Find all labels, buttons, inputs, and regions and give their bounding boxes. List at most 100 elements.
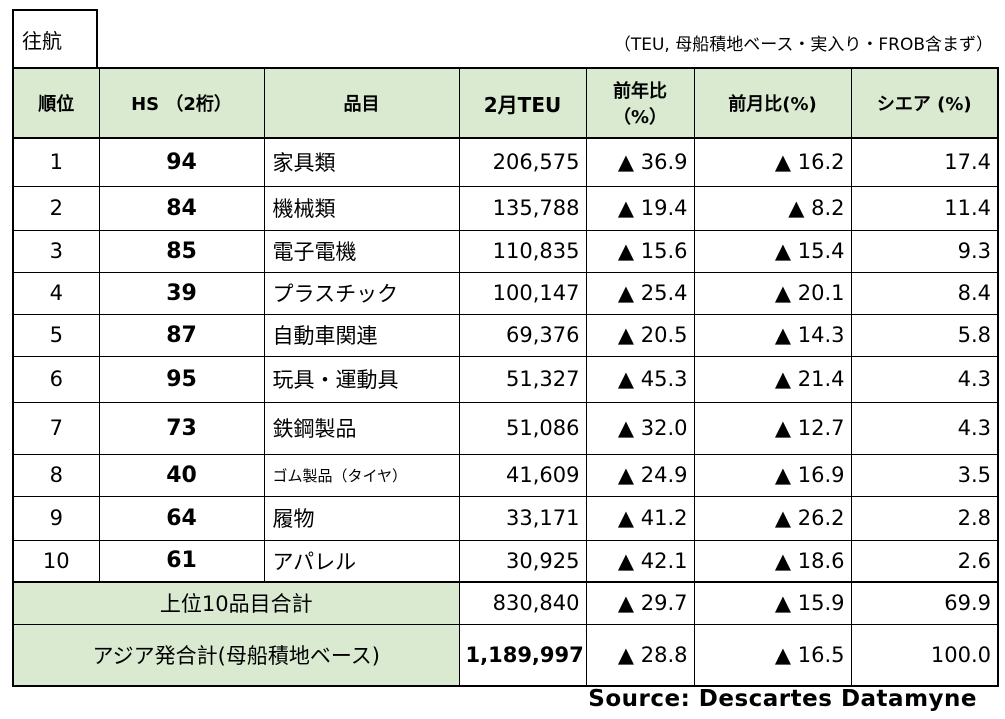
header-yoy-line1: 前年比	[613, 81, 667, 102]
table-row: 6 95 玩具・運動具 51,327 ▲ 45.3 ▲ 21.4 4.3	[12, 355, 999, 403]
item-cell: 履物	[263, 495, 460, 541]
mom-cell: ▲ 16.9	[693, 453, 852, 497]
mom-cell: ▲ 8.2	[693, 185, 852, 231]
header-yoy: 前年比 （%）	[585, 67, 695, 139]
header-share: シエア (%)	[850, 67, 999, 139]
mom-cell: ▲ 26.2	[693, 495, 852, 541]
mom-cell: ▲ 18.6	[693, 539, 852, 583]
yoy-cell: ▲ 42.1	[585, 539, 695, 583]
item-cell: 電子電機	[263, 229, 460, 273]
teu-cell: 69,376	[458, 313, 587, 357]
hs-cell: 73	[98, 401, 265, 455]
share-cell: 5.8	[850, 313, 999, 357]
rank-cell: 8	[12, 453, 100, 497]
header-row: 順位 HS （2桁） 品目 2月TEU 前年比 （%） 前月比(%) シエア (…	[12, 67, 999, 139]
asia-total-share: 100.0	[850, 623, 999, 687]
asia-total-teu: 1,189,997	[458, 623, 587, 687]
rank-cell: 2	[12, 185, 100, 231]
rank-cell: 6	[12, 355, 100, 403]
item-cell: アパレル	[263, 539, 460, 583]
rank-cell: 5	[12, 313, 100, 357]
top10-total-row: 上位10品目合計 830,840 ▲ 29.7 ▲ 15.9 69.9	[12, 581, 999, 625]
header-yoy-line2: （%）	[612, 107, 668, 128]
header-teu: 2月TEU	[458, 67, 587, 139]
table-row: 1 94 家具類 206,575 ▲ 36.9 ▲ 16.2 17.4	[12, 137, 999, 187]
table-row: 7 73 鉄鋼製品 51,086 ▲ 32.0 ▲ 12.7 4.3	[12, 401, 999, 455]
table-row: 9 64 履物 33,171 ▲ 41.2 ▲ 26.2 2.8	[12, 495, 999, 541]
hs-cell: 39	[98, 271, 265, 315]
hs-cell: 87	[98, 313, 265, 357]
share-cell: 11.4	[850, 185, 999, 231]
yoy-cell: ▲ 45.3	[585, 355, 695, 403]
table-row: 10 61 アパレル 30,925 ▲ 42.1 ▲ 18.6 2.6	[12, 539, 999, 583]
yoy-cell: ▲ 25.4	[585, 271, 695, 315]
rank-cell: 7	[12, 401, 100, 455]
table-row: 5 87 自動車関連 69,376 ▲ 20.5 ▲ 14.3 5.8	[12, 313, 999, 357]
rank-cell: 4	[12, 271, 100, 315]
table-row: 2 84 機械類 135,788 ▲ 19.4 ▲ 8.2 11.4	[12, 185, 999, 231]
mom-cell: ▲ 21.4	[693, 355, 852, 403]
mom-cell: ▲ 16.2	[693, 137, 852, 187]
teu-cell: 51,086	[458, 401, 587, 455]
teu-cell: 41,609	[458, 453, 587, 497]
top10-yoy: ▲ 29.7	[585, 581, 695, 625]
share-cell: 8.4	[850, 271, 999, 315]
top10-total-label: 上位10品目合計	[12, 581, 460, 625]
commodity-table: 順位 HS （2桁） 品目 2月TEU 前年比 （%） 前月比(%) シエア (…	[12, 67, 999, 687]
table-row: 4 39 プラスチック 100,147 ▲ 25.4 ▲ 20.1 8.4	[12, 271, 999, 315]
share-cell: 2.6	[850, 539, 999, 583]
top10-mom: ▲ 15.9	[693, 581, 852, 625]
hs-cell: 64	[98, 495, 265, 541]
hs-cell: 94	[98, 137, 265, 187]
source-credit: Source: Descartes Datamyne	[588, 686, 977, 712]
rank-cell: 3	[12, 229, 100, 273]
rank-cell: 10	[12, 539, 100, 583]
hs-cell: 84	[98, 185, 265, 231]
yoy-cell: ▲ 15.6	[585, 229, 695, 273]
table-row: 8 40 ゴム製品（タイヤ） 41,609 ▲ 24.9 ▲ 16.9 3.5	[12, 453, 999, 497]
teu-cell: 100,147	[458, 271, 587, 315]
rank-cell: 1	[12, 137, 100, 187]
item-cell: 玩具・運動具	[263, 355, 460, 403]
share-cell: 4.3	[850, 401, 999, 455]
mom-cell: ▲ 12.7	[693, 401, 852, 455]
hs-cell: 61	[98, 539, 265, 583]
mom-cell: ▲ 15.4	[693, 229, 852, 273]
yoy-cell: ▲ 32.0	[585, 401, 695, 455]
asia-total-row: アジア発合計(母船積地ベース) 1,189,997 ▲ 28.8 ▲ 16.5 …	[12, 623, 999, 687]
share-cell: 3.5	[850, 453, 999, 497]
header-rank: 順位	[12, 67, 100, 139]
rank-cell: 9	[12, 495, 100, 541]
yoy-cell: ▲ 19.4	[585, 185, 695, 231]
item-cell: 自動車関連	[263, 313, 460, 357]
yoy-cell: ▲ 36.9	[585, 137, 695, 187]
yoy-cell: ▲ 24.9	[585, 453, 695, 497]
item-cell: 機械類	[263, 185, 460, 231]
teu-cell: 30,925	[458, 539, 587, 583]
table-row: 3 85 電子電機 110,835 ▲ 15.6 ▲ 15.4 9.3	[12, 229, 999, 273]
item-cell: 家具類	[263, 137, 460, 187]
teu-cell: 135,788	[458, 185, 587, 231]
mom-cell: ▲ 20.1	[693, 271, 852, 315]
direction-tab-label: 往航	[22, 28, 62, 53]
asia-total-yoy: ▲ 28.8	[585, 623, 695, 687]
header-hs: HS （2桁）	[98, 67, 265, 139]
teu-cell: 51,327	[458, 355, 587, 403]
mom-cell: ▲ 14.3	[693, 313, 852, 357]
yoy-cell: ▲ 41.2	[585, 495, 695, 541]
direction-tab: 往航	[12, 9, 98, 67]
units-note: （TEU, 母船積地ベース・実入り・FROB含まず）	[613, 35, 993, 55]
teu-cell: 110,835	[458, 229, 587, 273]
teu-cell: 33,171	[458, 495, 587, 541]
share-cell: 4.3	[850, 355, 999, 403]
share-cell: 9.3	[850, 229, 999, 273]
top10-teu: 830,840	[458, 581, 587, 625]
asia-total-mom: ▲ 16.5	[693, 623, 852, 687]
hs-cell: 95	[98, 355, 265, 403]
item-cell: 鉄鋼製品	[263, 401, 460, 455]
share-cell: 17.4	[850, 137, 999, 187]
hs-cell: 40	[98, 453, 265, 497]
hs-cell: 85	[98, 229, 265, 273]
item-cell: ゴム製品（タイヤ）	[263, 453, 460, 497]
header-item: 品目	[263, 67, 460, 139]
